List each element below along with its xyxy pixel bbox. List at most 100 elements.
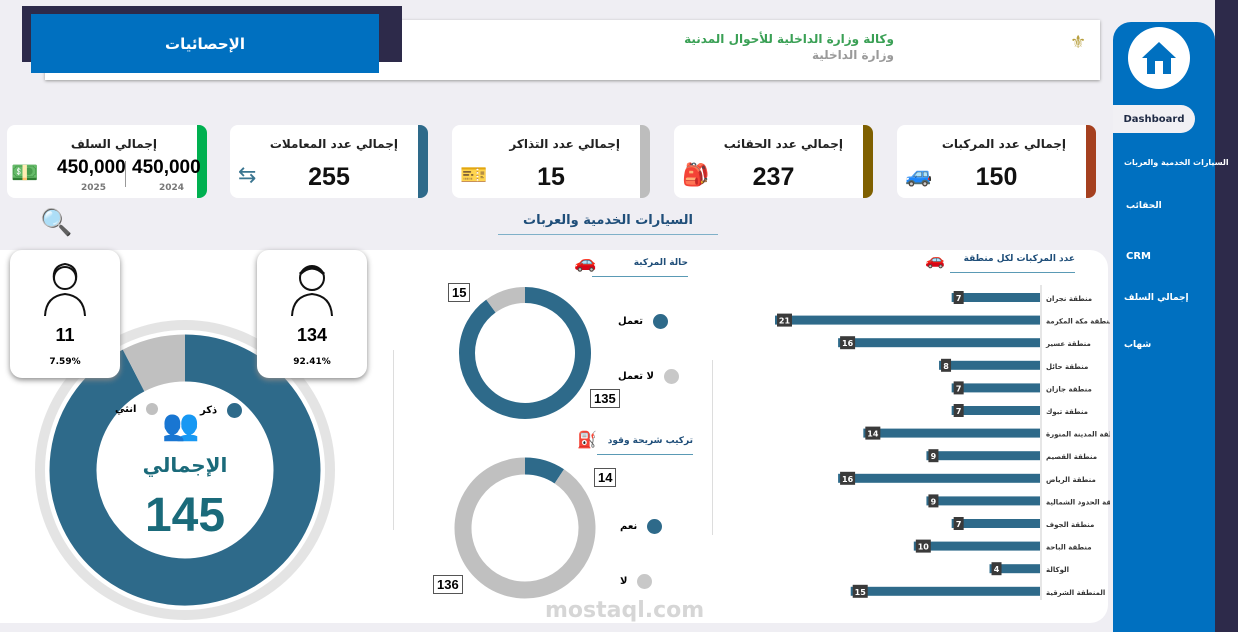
legend-label: لا تعمل <box>618 371 654 382</box>
bar <box>951 383 1040 393</box>
divider <box>125 161 126 187</box>
slice-yes <box>524 457 565 484</box>
bar-value-box <box>953 517 964 530</box>
category-label: المنطقة الشرقية <box>1046 589 1105 597</box>
money-icon: 💵 <box>11 161 39 186</box>
fuel-icon: ⛽ <box>577 430 597 449</box>
bar <box>838 473 1040 483</box>
bar-value-box <box>928 494 939 508</box>
kpi-title: إجمالي عدد التذاكر <box>509 137 620 151</box>
sidebar-item-vehicles[interactable]: السيارات الخدمية والعربات <box>1124 158 1229 167</box>
bar-value-box <box>953 381 964 395</box>
bar-value-box <box>852 584 868 598</box>
kpi-title: إجمالي السلف <box>70 137 157 151</box>
slice-male <box>49 334 321 606</box>
bar <box>951 406 1040 415</box>
sidebar-item-dashboard[interactable]: Dashboard <box>1113 105 1195 133</box>
slice-working <box>459 287 591 419</box>
bar-value-box <box>840 336 856 350</box>
kpi-tickets: إجمالي عدد التذاكر 15 🎫 <box>452 125 650 198</box>
kpi-value: 237 <box>752 163 795 191</box>
legend-yes: نعم <box>620 519 663 534</box>
year-2024: 2024 <box>159 183 185 193</box>
female-card: 11 7.59% <box>10 250 120 378</box>
category-label: الوكالة <box>1046 566 1069 574</box>
male-icon <box>291 265 333 317</box>
section-title: السيارات الخدمية والعربات <box>498 213 718 235</box>
advance-2025-value: 450,000 <box>57 157 126 178</box>
sidebar-edge <box>1215 0 1238 632</box>
legend-label: ذكر <box>200 405 218 416</box>
category-label: منطقة الجوف <box>1046 521 1094 529</box>
bags-icon: 🎒 <box>682 163 710 188</box>
bar-value: 10 <box>918 543 930 552</box>
legend-label: لا <box>620 576 628 587</box>
bar-value-box <box>953 404 964 417</box>
female-count: 11 <box>55 325 75 345</box>
region-bar-chart: 7 منطقة نجران 21 منطقة مكة المكرمة 16 منطقة ع… <box>775 285 1110 600</box>
bar-value-box <box>915 539 931 553</box>
bar-value-box <box>991 562 1002 576</box>
kpi-value: 150 <box>975 163 1018 191</box>
kpi-title: إجمالي عدد المركبات <box>941 137 1066 151</box>
bar-value-box <box>777 313 792 327</box>
fuel-chip-donut <box>454 457 596 599</box>
male-percent: 92.41% <box>293 357 331 367</box>
data-label: 135 <box>590 389 620 408</box>
category-label: منطقة جازان <box>1046 385 1092 393</box>
kpi-advances: إجمالي السلف 450,000 2024 450,000 2025 💵 <box>7 125 207 198</box>
legend-male: ذكر <box>200 403 243 418</box>
bar-value-box <box>941 358 952 372</box>
ministry-name: وزارة الداخلية <box>811 48 894 62</box>
bar-value-box <box>840 471 856 485</box>
category-label: منطقة المدينة المنورة <box>1046 431 1110 439</box>
bar-value: 16 <box>842 339 854 348</box>
kpi-value: 15 <box>537 163 565 191</box>
divider <box>712 360 713 535</box>
bar <box>951 293 1040 302</box>
home-icon <box>1142 42 1176 74</box>
category-label: منطقة مكة المكرمة <box>1046 318 1110 326</box>
bar <box>926 496 1040 506</box>
total-label: الإجمالي <box>142 453 228 477</box>
bar-value: 9 <box>931 452 937 461</box>
cars-icon: 🚙 <box>905 163 933 188</box>
bar-value: 8 <box>943 362 949 371</box>
bar <box>926 451 1040 461</box>
kpi-title: إجمالي عدد الحقائب <box>723 137 843 151</box>
legend-working: تعمل <box>618 314 669 329</box>
bar-value: 15 <box>855 588 867 597</box>
org-name: وكالة وزارة الداخلية للأحوال المدنية <box>684 32 894 46</box>
exchange-icon: ⇆ <box>238 163 257 188</box>
bar-value: 7 <box>956 294 962 303</box>
cars-icon: 🚗 <box>925 250 945 269</box>
sidebar-item-bags[interactable]: الحقائب <box>1126 201 1162 211</box>
data-label: 14 <box>594 468 617 487</box>
slice-no <box>454 457 596 599</box>
bar-value: 7 <box>956 407 962 416</box>
year-2025: 2025 <box>81 183 107 193</box>
home-button[interactable] <box>1128 27 1190 89</box>
bar-value: 4 <box>994 565 1000 574</box>
bar-value: 16 <box>842 475 854 484</box>
bar <box>838 338 1040 348</box>
legend-female: انثي <box>115 403 159 415</box>
category-label: منطقة عسير <box>1045 340 1091 348</box>
legend-label: تعمل <box>618 316 644 327</box>
bar-value: 7 <box>956 384 962 393</box>
legend-label: نعم <box>620 521 638 532</box>
sidebar-item-advances[interactable]: إجمالي السلف <box>1124 293 1189 303</box>
sidebar-item-shehab[interactable]: شهاب <box>1124 340 1152 350</box>
gender-donut <box>35 320 335 620</box>
emblem-icon: ⚜ <box>1070 32 1087 53</box>
bar <box>939 360 1040 370</box>
kpi-value: 255 <box>308 163 350 191</box>
kpi-bags: إجمالي عدد الحقائب 237 🎒 <box>674 125 873 198</box>
category-label: منطقة الرياض <box>1046 476 1096 484</box>
bar <box>913 541 1040 551</box>
kpi-title: إجمالي عدد المعاملات <box>269 137 398 151</box>
data-label: 15 <box>448 283 471 302</box>
legend-not-working: لا تعمل <box>618 369 679 384</box>
sidebar-item-crm[interactable]: CRM <box>1126 251 1151 262</box>
female-percent: 7.59% <box>49 357 81 367</box>
